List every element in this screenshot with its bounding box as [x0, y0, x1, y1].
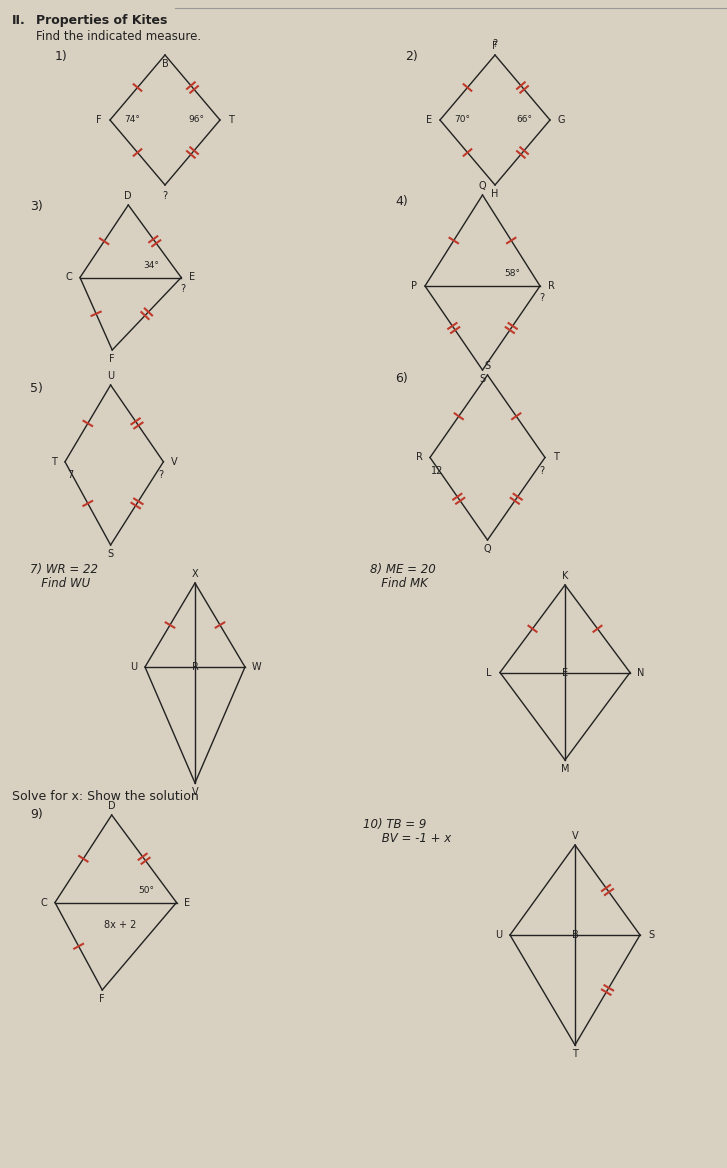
Text: ?: ?: [158, 470, 163, 480]
Text: V: V: [192, 787, 198, 797]
Text: D: D: [124, 192, 132, 201]
Text: ?: ?: [492, 39, 497, 49]
Text: 4): 4): [395, 195, 408, 208]
Text: U: U: [130, 662, 137, 672]
Text: V: V: [571, 830, 578, 841]
Text: 50°: 50°: [139, 887, 155, 895]
Text: B: B: [571, 930, 579, 940]
Text: ?: ?: [180, 285, 186, 294]
Text: 6): 6): [395, 371, 408, 385]
Text: G: G: [558, 114, 565, 125]
Text: BV = -1 + x: BV = -1 + x: [363, 832, 451, 844]
Text: F: F: [96, 114, 102, 125]
Text: S: S: [648, 930, 654, 940]
Text: 96°: 96°: [188, 116, 204, 125]
Text: 70°: 70°: [454, 116, 470, 125]
Text: 5): 5): [30, 382, 43, 395]
Text: 9): 9): [30, 808, 43, 821]
Text: S: S: [484, 361, 491, 371]
Text: Q: Q: [483, 544, 491, 554]
Text: ?: ?: [162, 192, 167, 201]
Text: E: E: [562, 667, 568, 677]
Text: 7: 7: [67, 470, 73, 480]
Text: E: E: [189, 272, 196, 283]
Text: W: W: [252, 662, 261, 672]
Text: R: R: [416, 452, 422, 463]
Text: Find the indicated measure.: Find the indicated measure.: [36, 30, 201, 43]
Text: F: F: [100, 994, 105, 1004]
Text: 1): 1): [55, 50, 68, 63]
Text: 58°: 58°: [504, 270, 520, 278]
Text: T: T: [228, 114, 234, 125]
Text: 7) WR = 22: 7) WR = 22: [30, 563, 98, 576]
Text: X: X: [192, 569, 198, 579]
Text: K: K: [562, 571, 569, 580]
Text: T: T: [51, 457, 57, 467]
Text: R: R: [547, 281, 555, 291]
Text: 10) TB = 9: 10) TB = 9: [363, 818, 426, 830]
Text: U: U: [107, 371, 114, 381]
Text: 12: 12: [431, 466, 443, 475]
Text: H: H: [491, 189, 499, 199]
Text: T: T: [572, 1049, 578, 1059]
Text: 8) ME = 20: 8) ME = 20: [370, 563, 435, 576]
Text: 66°: 66°: [516, 116, 532, 125]
Text: F: F: [492, 41, 498, 51]
Text: 34°: 34°: [143, 260, 159, 270]
Text: 74°: 74°: [124, 116, 140, 125]
Text: L: L: [486, 667, 491, 677]
Text: 3): 3): [30, 200, 43, 213]
Text: Find MK: Find MK: [370, 577, 428, 590]
Text: ?: ?: [539, 466, 545, 475]
Text: C: C: [41, 897, 47, 908]
Text: F: F: [109, 354, 115, 364]
Text: R: R: [191, 662, 198, 672]
Text: B: B: [161, 60, 169, 69]
Text: S: S: [108, 549, 113, 559]
Text: V: V: [171, 457, 177, 467]
Text: 8x + 2: 8x + 2: [104, 920, 136, 930]
Text: N: N: [638, 667, 645, 677]
Text: II.: II.: [12, 14, 25, 27]
Text: C: C: [65, 272, 73, 283]
Text: E: E: [185, 897, 190, 908]
Text: E: E: [426, 114, 432, 125]
Text: S: S: [479, 374, 486, 384]
Text: Solve for x: Show the solution: Solve for x: Show the solution: [12, 790, 198, 804]
Text: Find WU: Find WU: [30, 577, 90, 590]
Text: T: T: [553, 452, 559, 463]
Text: U: U: [495, 930, 502, 940]
Text: Q: Q: [478, 181, 486, 192]
Text: D: D: [108, 801, 116, 811]
Text: ?: ?: [539, 293, 545, 303]
Text: 2): 2): [405, 50, 418, 63]
Text: Properties of Kites: Properties of Kites: [36, 14, 167, 27]
Text: P: P: [411, 281, 417, 291]
Text: M: M: [561, 764, 569, 774]
